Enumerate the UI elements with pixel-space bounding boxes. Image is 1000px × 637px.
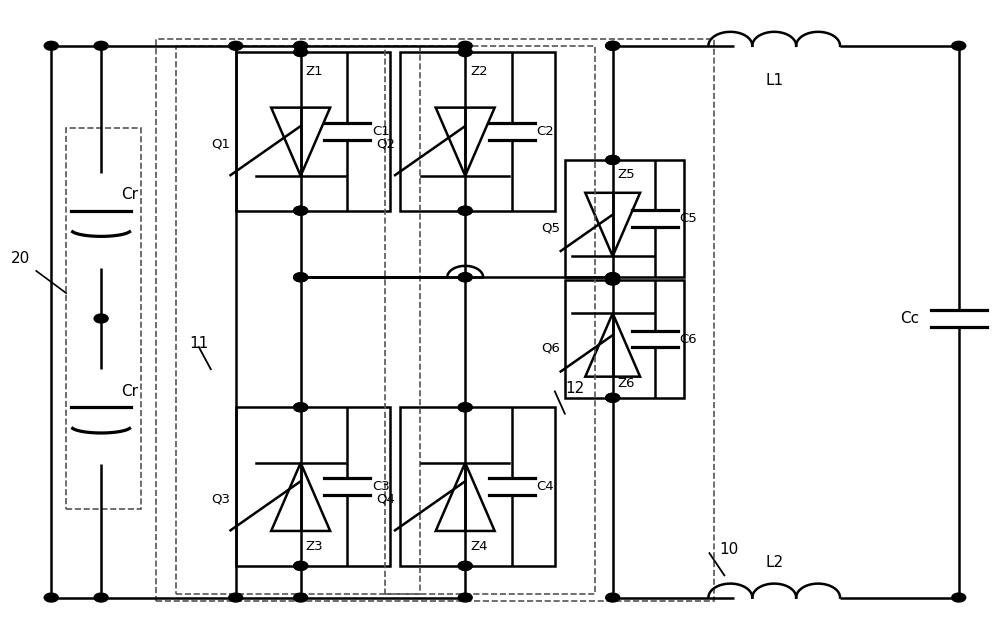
Text: 12: 12 [565,381,584,396]
Circle shape [606,276,620,285]
Bar [565,160,684,277]
Circle shape [606,41,620,50]
Text: Q4: Q4 [376,493,395,506]
Circle shape [458,561,472,570]
Text: C1: C1 [372,125,390,138]
Text: C3: C3 [372,480,390,493]
Circle shape [458,41,472,50]
Circle shape [606,273,620,282]
Text: C5: C5 [679,212,697,225]
Text: L2: L2 [765,555,783,570]
Circle shape [458,48,472,57]
Text: Q3: Q3 [212,493,231,506]
Text: Z1: Z1 [306,64,323,78]
Circle shape [952,593,966,602]
Circle shape [606,273,620,282]
Circle shape [294,273,308,282]
Circle shape [458,403,472,412]
Text: Cc: Cc [900,311,919,326]
Circle shape [606,155,620,164]
Text: Q6: Q6 [541,342,560,355]
Circle shape [294,273,308,282]
Circle shape [458,593,472,602]
Circle shape [294,403,308,412]
Circle shape [294,206,308,215]
Bar [385,46,595,594]
Text: Q2: Q2 [376,138,395,150]
Bar [400,52,555,211]
Text: Q5: Q5 [541,222,560,234]
Text: Z5: Z5 [618,168,635,180]
Text: Z6: Z6 [618,377,635,390]
Bar [156,39,714,601]
Circle shape [458,273,472,282]
Circle shape [94,593,108,602]
Bar [236,52,390,211]
Text: L1: L1 [765,73,783,88]
Text: C6: C6 [679,333,697,346]
Circle shape [606,276,620,285]
Circle shape [606,393,620,402]
Circle shape [229,593,243,602]
Circle shape [294,41,308,50]
Circle shape [294,561,308,570]
Bar [66,128,141,509]
Bar [565,280,684,397]
Circle shape [952,41,966,50]
Circle shape [458,403,472,412]
Text: Z2: Z2 [470,64,488,78]
Circle shape [606,41,620,50]
Circle shape [294,593,308,602]
Circle shape [94,314,108,323]
Text: Q1: Q1 [212,138,231,150]
Circle shape [294,403,308,412]
Circle shape [606,155,620,164]
Circle shape [458,206,472,215]
Circle shape [294,206,308,215]
Text: Z3: Z3 [306,540,323,554]
Circle shape [458,273,472,282]
Text: 20: 20 [11,251,31,266]
Text: C4: C4 [536,480,554,493]
Circle shape [44,593,58,602]
Text: 11: 11 [189,336,208,352]
Text: Cr: Cr [121,187,138,203]
Circle shape [458,206,472,215]
Circle shape [229,41,243,50]
Circle shape [606,593,620,602]
Text: 10: 10 [719,543,739,557]
Circle shape [44,41,58,50]
Circle shape [294,48,308,57]
Text: C2: C2 [536,125,554,138]
Text: Cr: Cr [121,384,138,399]
Circle shape [294,561,308,570]
Bar [176,46,420,594]
Bar [236,407,390,566]
Text: Z4: Z4 [470,540,488,554]
Circle shape [606,393,620,402]
Circle shape [606,273,620,282]
Circle shape [458,561,472,570]
Circle shape [94,41,108,50]
Bar [400,407,555,566]
